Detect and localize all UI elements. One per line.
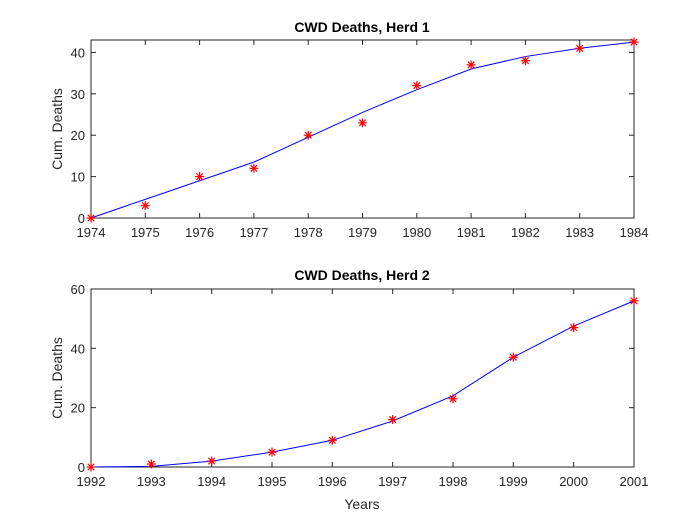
plot-area: 1992 1993 1994 1995 1996 1997 1998 1999 2000 2001…: [71, 282, 649, 489]
x-tick-label: 1992: [77, 474, 106, 489]
data-point-marker: [508, 352, 518, 362]
data-point-marker: [267, 447, 277, 457]
data-point-marker: [569, 323, 579, 333]
x-tick-label: 1999: [499, 474, 528, 489]
x-tick-label: 1997: [378, 474, 407, 489]
data-point-marker: [207, 456, 217, 466]
x-tick-label: 1983: [565, 225, 594, 240]
x-tick-label: 1976: [185, 225, 214, 240]
axes-box: [90, 39, 635, 219]
x-tick-label: 1993: [137, 474, 166, 489]
y-tick-label: 10: [71, 170, 85, 185]
data-point-marker: [466, 60, 476, 70]
data-point-marker: [303, 130, 313, 140]
axes-box: [90, 288, 635, 468]
data-point-marker: [146, 459, 156, 469]
x-tick-label: 1975: [131, 225, 160, 240]
data-point-marker: [520, 56, 530, 66]
data-point-marker: [86, 213, 96, 223]
y-tick-label: 60: [71, 282, 85, 297]
fit-curve: [90, 41, 635, 219]
data-point-marker: [195, 172, 205, 182]
x-tick-label: 1995: [258, 474, 287, 489]
y-tick-label: 30: [71, 87, 85, 102]
y-axis-label: Cum. Deaths: [49, 88, 65, 170]
data-point-marker: [412, 81, 422, 91]
x-tick-label: 1984: [620, 225, 649, 240]
x-tick-label: 1982: [511, 225, 540, 240]
data-point-marker: [86, 462, 96, 472]
x-tick-label: 1994: [197, 474, 226, 489]
y-tick-label: 40: [71, 341, 85, 356]
x-tick-label: 1996: [318, 474, 347, 489]
y-tick-label: 0: [78, 460, 85, 475]
data-point-marker: [327, 435, 337, 445]
data-point-marker: [629, 296, 639, 306]
y-tick-label: 0: [78, 211, 85, 226]
x-axis-label: Years: [344, 496, 379, 512]
chart-title: CWD Deaths, Herd 2: [294, 267, 430, 283]
x-tick-label: 1981: [457, 225, 486, 240]
data-point-marker: [140, 201, 150, 211]
x-tick-label: 1980: [402, 225, 431, 240]
x-tick-label: 1978: [294, 225, 323, 240]
y-tick-label: 40: [71, 45, 85, 60]
subplot-herd-1: CWD Deaths, Herd 1 Cum. Deaths 1974 1975 1…: [49, 19, 648, 240]
data-point-marker: [358, 118, 367, 128]
data-point-marker: [575, 43, 585, 53]
x-tick-label: 2001: [620, 474, 649, 489]
plot-area: 1974 1975 1976 1977 1978 1979 1980 1981 1982 1983…: [71, 37, 649, 240]
x-tick-label: 1979: [348, 225, 377, 240]
subplot-herd-2: CWD Deaths, Herd 2 Cum. Deaths Years 199…: [49, 267, 648, 512]
fit-curve: [90, 300, 635, 468]
y-tick-label: 20: [71, 401, 85, 416]
data-point-marker: [629, 37, 639, 47]
y-tick-label: 20: [71, 128, 85, 143]
x-tick-label: 1977: [239, 225, 268, 240]
x-tick-label: 1998: [439, 474, 468, 489]
data-point-marker: [249, 163, 259, 173]
data-point-marker: [388, 415, 398, 425]
x-tick-label: 2000: [559, 474, 588, 489]
chart-title: CWD Deaths, Herd 1: [294, 19, 430, 35]
x-tick-label: 1974: [77, 225, 106, 240]
data-point-marker: [448, 394, 458, 404]
y-axis-label: Cum. Deaths: [49, 337, 65, 419]
